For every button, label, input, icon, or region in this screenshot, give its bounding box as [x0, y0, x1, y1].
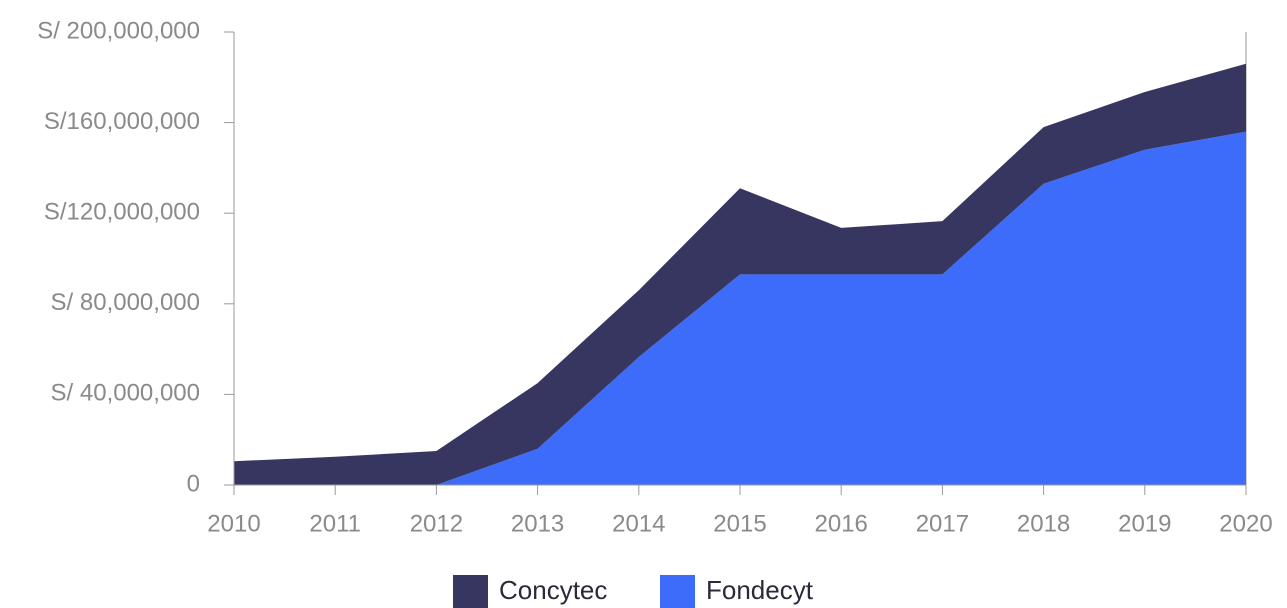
x-tick-label: 2015: [713, 510, 766, 537]
legend-swatch: [660, 575, 695, 608]
legend-label: Fondecyt: [706, 575, 814, 605]
x-tick-label: 2010: [207, 510, 260, 537]
y-tick-label: S/160,000,000: [44, 108, 200, 135]
y-tick-label: S/ 200,000,000: [37, 17, 200, 44]
x-tick-label: 2019: [1118, 510, 1171, 537]
x-tick-label: 2016: [815, 510, 868, 537]
x-tick-label: 2012: [410, 510, 463, 537]
x-tick-label: 2013: [511, 510, 564, 537]
x-tick-label: 2018: [1017, 510, 1070, 537]
y-tick-label: S/ 40,000,000: [51, 380, 200, 407]
x-tick-label: 2017: [916, 510, 969, 537]
x-tick-label: 2020: [1219, 510, 1272, 537]
y-tick-label: 0: [187, 470, 200, 497]
legend-swatch: [453, 575, 488, 608]
area: [234, 63, 1246, 486]
x-tick-label: 2011: [309, 510, 361, 537]
legend-label: Concytec: [499, 575, 607, 605]
x-tick-label: 2014: [612, 510, 665, 537]
y-tick-label: S/120,000,000: [44, 199, 200, 226]
area: [234, 131, 1246, 485]
y-tick-label: S/ 80,000,000: [51, 289, 200, 316]
